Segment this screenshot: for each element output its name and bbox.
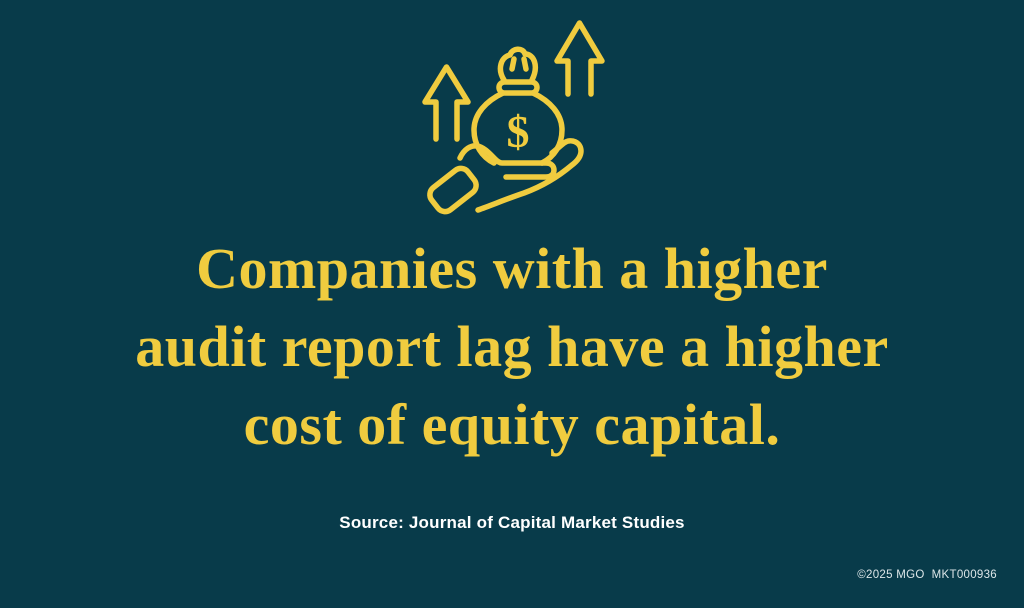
headline-line-3: cost of equity capital.: [243, 392, 781, 457]
headline-line-1: Companies with a higher: [196, 236, 828, 301]
money-bag-band: [496, 79, 540, 96]
copyright-note: ©2025 MGO MKT000936: [857, 569, 997, 581]
source-citation: Source: Journal of Capital Market Studie…: [339, 513, 685, 532]
money-bag-ruffle: [497, 46, 538, 83]
up-arrow-large-icon: [554, 20, 605, 97]
headline-line-2: audit report lag have a higher: [135, 314, 889, 379]
money-bag-body-right: [530, 90, 565, 166]
headline: Companies with a higher audit report lag…: [0, 230, 1024, 464]
money-growth-icon: $: [416, 8, 612, 218]
money-bag-ruffle-fold-left: [509, 56, 517, 72]
up-arrow-small-icon: [422, 64, 471, 142]
money-bag-ruffle-fold-right: [521, 56, 529, 72]
money-bag-body-left: [471, 90, 506, 166]
dollar-sign: $: [507, 106, 530, 157]
hand-cuff: [427, 165, 479, 215]
hand-bottom-contour: [475, 138, 584, 213]
money-growth-icon-svg: $: [422, 20, 605, 215]
hand-top-contour: [457, 143, 557, 180]
